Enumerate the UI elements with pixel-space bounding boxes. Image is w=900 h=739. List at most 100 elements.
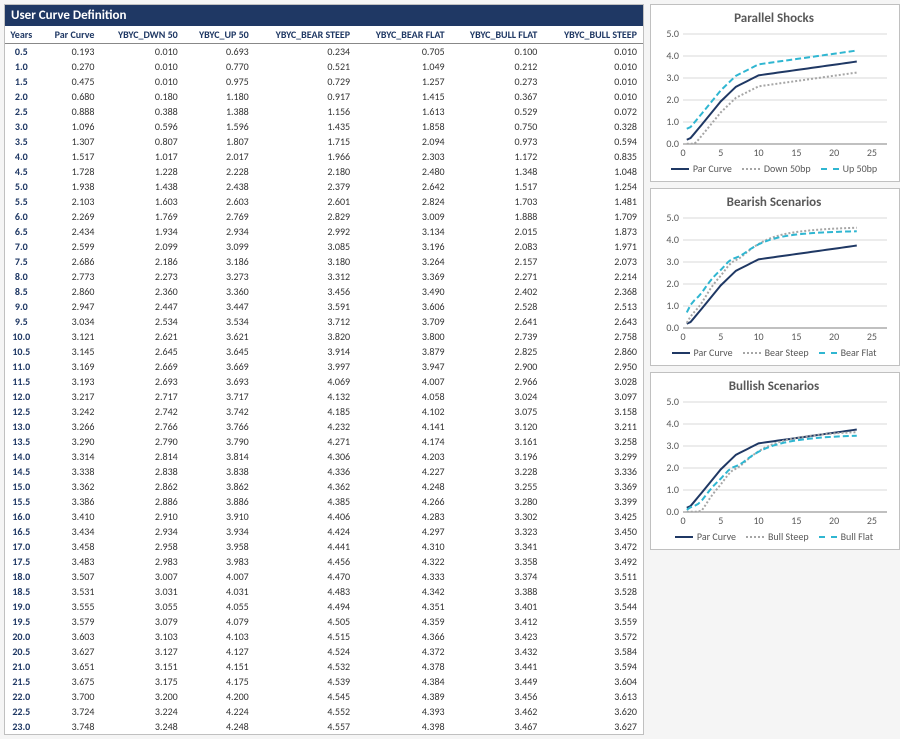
table-cell: 4.359	[356, 614, 451, 629]
table-cell: 10.5	[5, 344, 42, 359]
table-cell: 2.528	[451, 299, 544, 314]
table-cell: 2.083	[451, 239, 544, 254]
table-panel: User Curve Definition YearsPar CurveYBYC…	[4, 4, 644, 735]
table-cell: 2.273	[100, 269, 183, 284]
table-cell: 3.983	[184, 554, 255, 569]
table-cell: 0.010	[543, 89, 643, 104]
table-cell: 2.769	[184, 209, 255, 224]
table-cell: 4.366	[356, 629, 451, 644]
table-cell: 3.947	[356, 359, 451, 374]
table-cell: 4.306	[255, 449, 356, 464]
table-cell: 4.102	[356, 404, 451, 419]
table-cell: 1.728	[42, 164, 101, 179]
table-cell: 0.212	[451, 59, 544, 74]
table-cell: 4.203	[356, 449, 451, 464]
table-cell: 1.938	[42, 179, 101, 194]
chart-card: Bullish Scenarios0.01.02.03.04.05.005101…	[650, 372, 900, 550]
table-cell: 2.966	[451, 374, 544, 389]
table-row: 12.53.2422.7423.7424.1854.1023.0753.158	[5, 404, 643, 419]
table-cell: 4.007	[356, 374, 451, 389]
table-cell: 2.271	[451, 269, 544, 284]
table-cell: 3.009	[356, 209, 451, 224]
table-cell: 0.010	[100, 59, 183, 74]
table-cell: 3.196	[451, 449, 544, 464]
table-cell: 4.007	[184, 569, 255, 584]
table-cell: 3.369	[356, 269, 451, 284]
table-cell: 3.462	[451, 704, 544, 719]
table-cell: 13.5	[5, 434, 42, 449]
table-cell: 3.145	[42, 344, 101, 359]
table-row: 4.01.5171.0172.0171.9662.3031.1720.835	[5, 149, 643, 164]
table-cell: 1.415	[356, 89, 451, 104]
table-cell: 3.338	[42, 464, 101, 479]
table-cell: 3.264	[356, 254, 451, 269]
table-cell: 2.534	[100, 314, 183, 329]
table-cell: 3.511	[543, 569, 643, 584]
table-cell: 2.379	[255, 179, 356, 194]
table-cell: 3.669	[184, 359, 255, 374]
table-cell: 4.545	[255, 689, 356, 704]
table-cell: 0.072	[543, 104, 643, 119]
table-cell: 3.425	[543, 509, 643, 524]
table-cell: 18.0	[5, 569, 42, 584]
table-cell: 3.627	[42, 644, 101, 659]
table-cell: 4.141	[356, 419, 451, 434]
table-cell: 2.886	[100, 494, 183, 509]
svg-text:5: 5	[718, 330, 723, 343]
table-cell: 2.438	[184, 179, 255, 194]
table-cell: 3.447	[184, 299, 255, 314]
table-cell: 4.441	[255, 539, 356, 554]
chart-svg: 0.01.02.03.04.05.00510152025	[655, 30, 893, 160]
legend-swatch	[821, 168, 839, 170]
table-row: 6.02.2691.7692.7692.8293.0091.8881.709	[5, 209, 643, 224]
table-cell: 4.232	[255, 419, 356, 434]
table-cell: 2.958	[100, 539, 183, 554]
table-cell: 3.314	[42, 449, 101, 464]
table-cell: 15.5	[5, 494, 42, 509]
table-cell: 2.621	[100, 329, 183, 344]
table-cell: 1.017	[100, 149, 183, 164]
table-cell: 4.351	[356, 599, 451, 614]
table-cell: 4.505	[255, 614, 356, 629]
table-cell: 4.127	[184, 644, 255, 659]
chart-card: Bearish Scenarios0.01.02.03.04.05.005101…	[650, 188, 900, 366]
table-cell: 3.412	[451, 614, 544, 629]
legend-swatch	[819, 536, 837, 538]
series-line	[687, 73, 857, 144]
table-cell: 3.196	[356, 239, 451, 254]
table-cell: 0.100	[451, 44, 544, 60]
table-cell: 3.534	[184, 314, 255, 329]
table-cell: 0.328	[543, 119, 643, 134]
table-cell: 1.709	[543, 209, 643, 224]
table-cell: 4.372	[356, 644, 451, 659]
table-cell: 3.228	[451, 464, 544, 479]
legend-item: Up 50bp	[821, 162, 878, 175]
chart-title: Bullish Scenarios	[655, 379, 893, 394]
table-cell: 3.299	[543, 449, 643, 464]
table-cell: 2.825	[451, 344, 544, 359]
svg-text:20: 20	[829, 330, 839, 343]
table-cell: 2.773	[42, 269, 101, 284]
table-cell: 3.120	[451, 419, 544, 434]
table-cell: 3.467	[451, 719, 544, 734]
table-cell: 0.367	[451, 89, 544, 104]
series-line	[687, 436, 857, 510]
legend-label: Bear Steep	[765, 346, 809, 359]
table-cell: 3.175	[100, 674, 183, 689]
svg-text:2.0: 2.0	[666, 93, 679, 106]
table-cell: 4.532	[255, 659, 356, 674]
svg-text:15: 15	[791, 330, 801, 343]
table-cell: 11.0	[5, 359, 42, 374]
table-cell: 4.069	[255, 374, 356, 389]
table-cell: 3.800	[356, 329, 451, 344]
table-cell: 14.0	[5, 449, 42, 464]
table-cell: 0.010	[543, 59, 643, 74]
table-cell: 3.490	[356, 284, 451, 299]
table-cell: 3.621	[184, 329, 255, 344]
table-cell: 8.0	[5, 269, 42, 284]
table-cell: 3.200	[100, 689, 183, 704]
table-cell: 1.435	[255, 119, 356, 134]
table-cell: 4.227	[356, 464, 451, 479]
table-cell: 2.480	[356, 164, 451, 179]
legend-swatch	[819, 352, 837, 354]
